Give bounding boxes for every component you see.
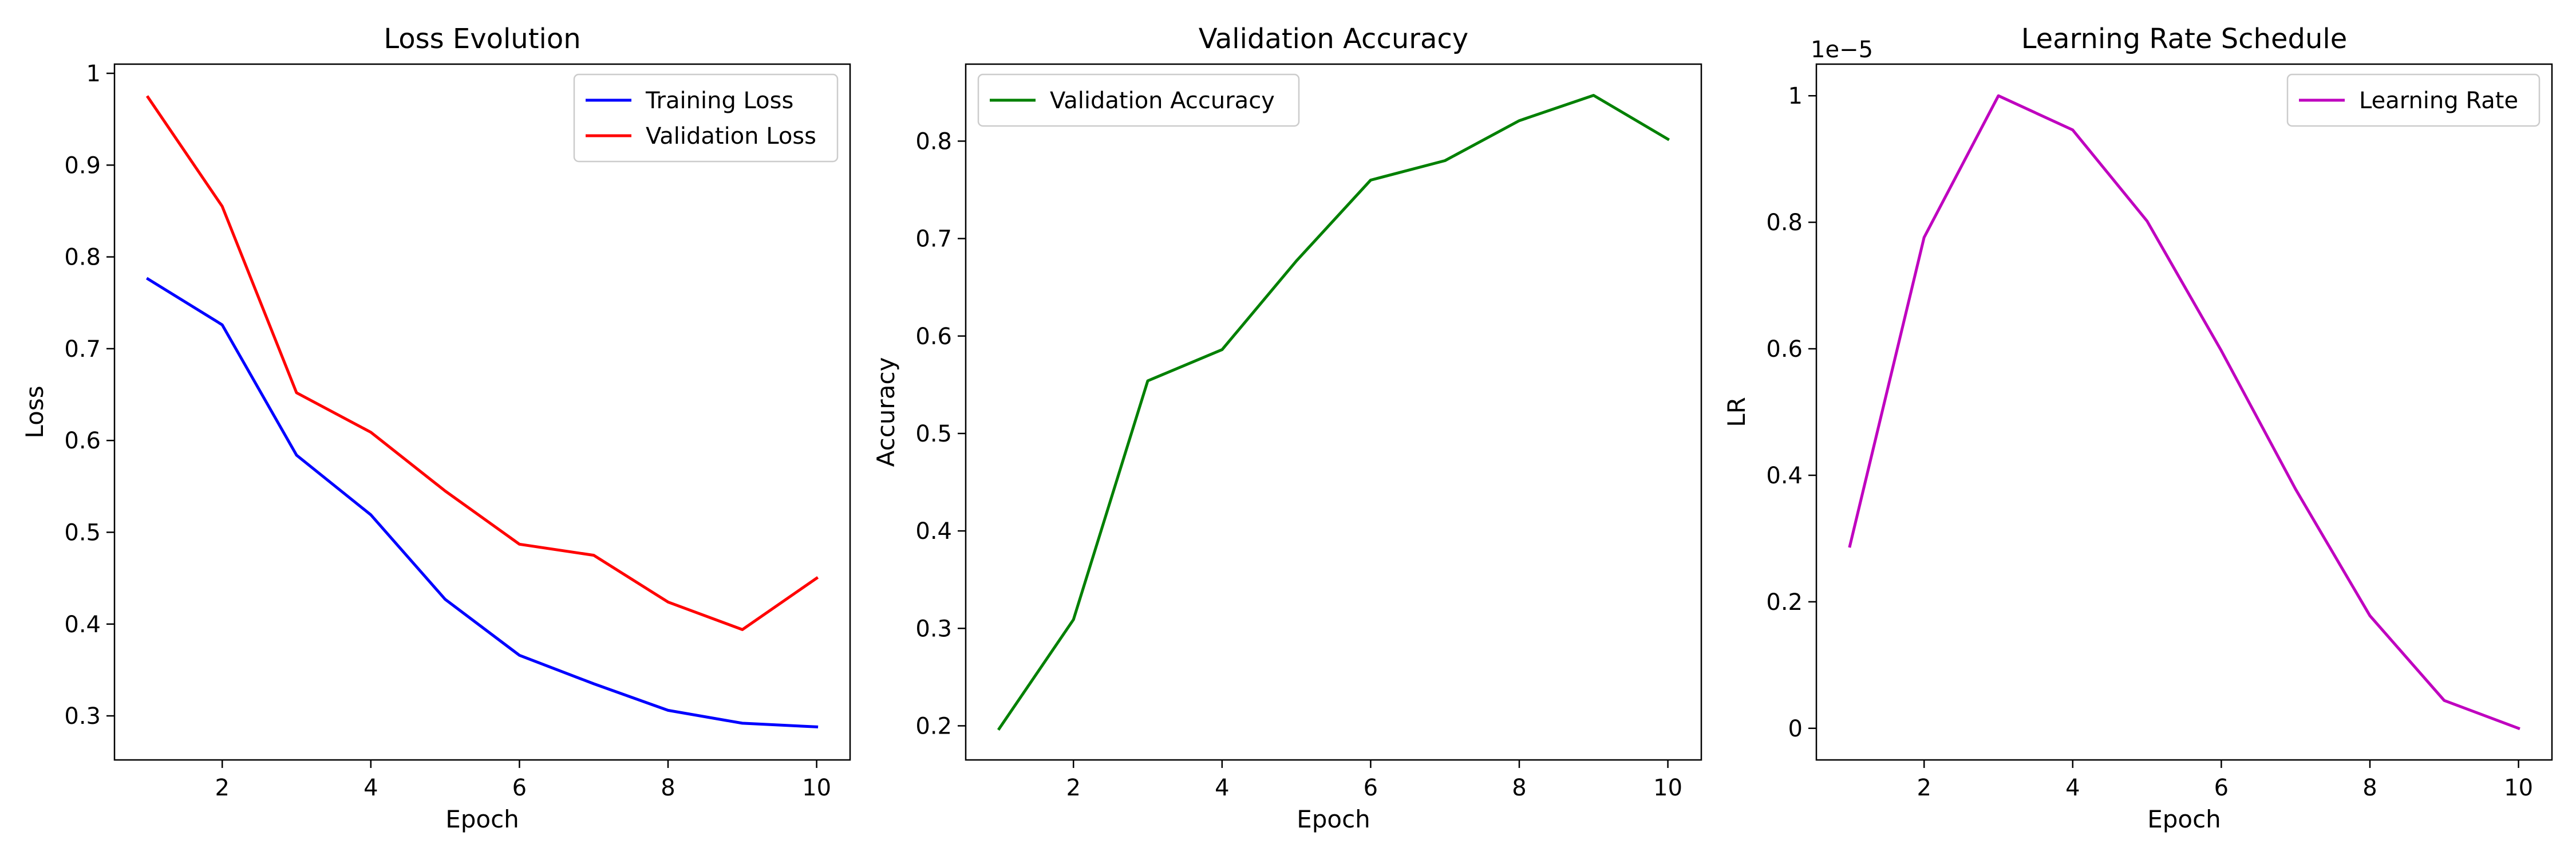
x-tick-label: 8 [2362,775,2377,801]
series-line-0 [997,94,1670,731]
legend: Validation Accuracy [977,73,1300,127]
chart-title: Validation Accuracy [1199,23,1468,55]
y-tick-label: 0.8 [1766,210,1803,236]
x-axis-label: Epoch [1297,805,1370,833]
chart-title: Loss Evolution [384,23,580,55]
y-tick-label: 0.4 [64,612,101,638]
y-tick-label: 0.2 [1766,589,1803,616]
x-tick-label: 2 [1917,775,1931,801]
x-tick-label: 6 [1364,775,1378,801]
series-line-1 [145,95,819,631]
chart-panel-loss: Loss Evolution Epoch Loss 2 4 6 8 10 0.3 0.4 0.… [21,23,851,833]
x-tick-label: 4 [364,775,378,801]
y-tick-label: 0.6 [64,428,101,454]
y-tick-label: 0.8 [64,245,101,271]
y-tick-label: 0.8 [915,128,952,155]
y-tick-label: 0.4 [915,518,952,545]
y-tick-label: 0.7 [64,336,101,362]
y-tick-label: 0.2 [915,713,952,739]
chart-panel-learning-rate: Learning Rate Schedule Epoch LR 1e−5 2 4 6… [1722,23,2553,833]
x-tick-label: 10 [802,775,831,801]
axes-frame [1815,63,2553,761]
x-tick-label: 8 [661,775,675,801]
legend-entry: Training Loss [645,88,793,114]
y-tick-label: 0.5 [64,519,101,546]
x-tick-label: 8 [1512,775,1526,801]
legend-entry: Validation Accuracy [1050,88,1275,114]
y-axis-label: Loss [21,385,49,438]
x-tick-label: 2 [215,775,229,801]
y-tick-label: 0.9 [64,152,101,179]
y-tick-label: 0.4 [1766,463,1803,489]
x-axis-label: Epoch [2147,805,2221,833]
y-axis-label: Accuracy [872,357,900,467]
y-tick-label: 0.6 [915,324,952,350]
y-tick-label: 0.7 [915,226,952,253]
series-line-0 [145,277,819,728]
x-tick-label: 2 [1066,775,1080,801]
y-tick-label: 0.5 [915,421,952,447]
legend-box [977,73,1300,127]
y-tick-label: 0 [1788,716,1803,742]
legend-box [573,73,839,163]
x-axis-label: Epoch [445,805,519,833]
legend-box [2286,73,2541,127]
legend: Learning Rate [2286,73,2541,127]
y-tick-label: 1 [86,61,101,87]
x-tick-label: 6 [2214,775,2229,801]
chart-panel-accuracy: Validation Accuracy Epoch Accuracy 2 4 6 8 1… [872,23,1702,833]
x-tick-label: 6 [512,775,527,801]
x-tick-label: 4 [2065,775,2080,801]
series-line-0 [1848,94,2520,731]
y-axis-label: LR [1722,397,1751,427]
y-tick-label: 0.6 [1766,336,1803,362]
legend-entry: Learning Rate [2359,88,2518,114]
y-tick-label: 0.3 [64,703,101,730]
y-axis-offset-text: 1e−5 [1811,37,1873,63]
axes-frame [113,63,851,761]
x-tick-label: 4 [1215,775,1229,801]
legend-entry: Validation Loss [646,123,816,149]
chart-title: Learning Rate Schedule [2021,23,2348,55]
axes-frame [965,63,1702,761]
legend: Training Loss Validation Loss [573,73,839,163]
x-tick-label: 10 [1653,775,1682,801]
y-tick-label: 0.3 [915,616,952,642]
x-tick-label: 10 [2504,775,2533,801]
y-tick-label: 1 [1788,83,1803,109]
